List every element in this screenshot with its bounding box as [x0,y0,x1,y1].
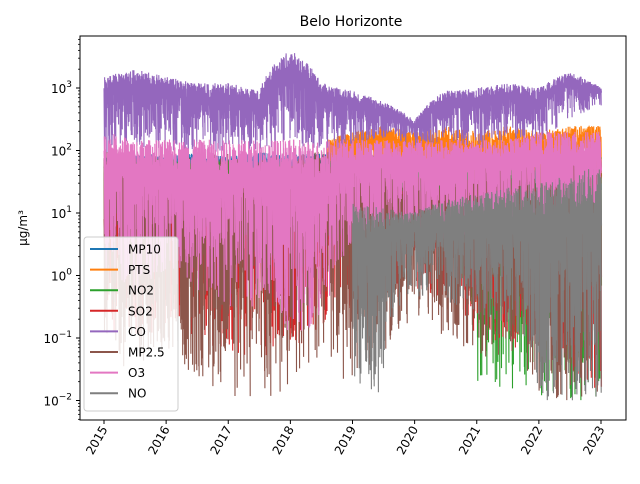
series-line-no [351,169,603,401]
legend: MP10 PTS NO2 SO2 CO MP2.5 O3 NO [83,236,179,412]
series-line-o3 [103,131,603,331]
y-axis-label: µg/m³ [16,210,30,246]
legend-label: SO2 [128,304,153,318]
legend-label: O3 [128,366,145,380]
legend-label: NO2 [128,284,154,298]
legend-label: PTS [128,263,150,277]
legend-label: NO [128,387,146,401]
chart-title: Belo Horizonte [300,14,403,30]
legend-box [83,236,179,412]
legend-label: MP2.5 [128,346,165,360]
series-line-co [103,53,603,154]
legend-label: MP10 [128,243,161,257]
series-layer [103,53,603,401]
legend-label: CO [128,325,146,339]
